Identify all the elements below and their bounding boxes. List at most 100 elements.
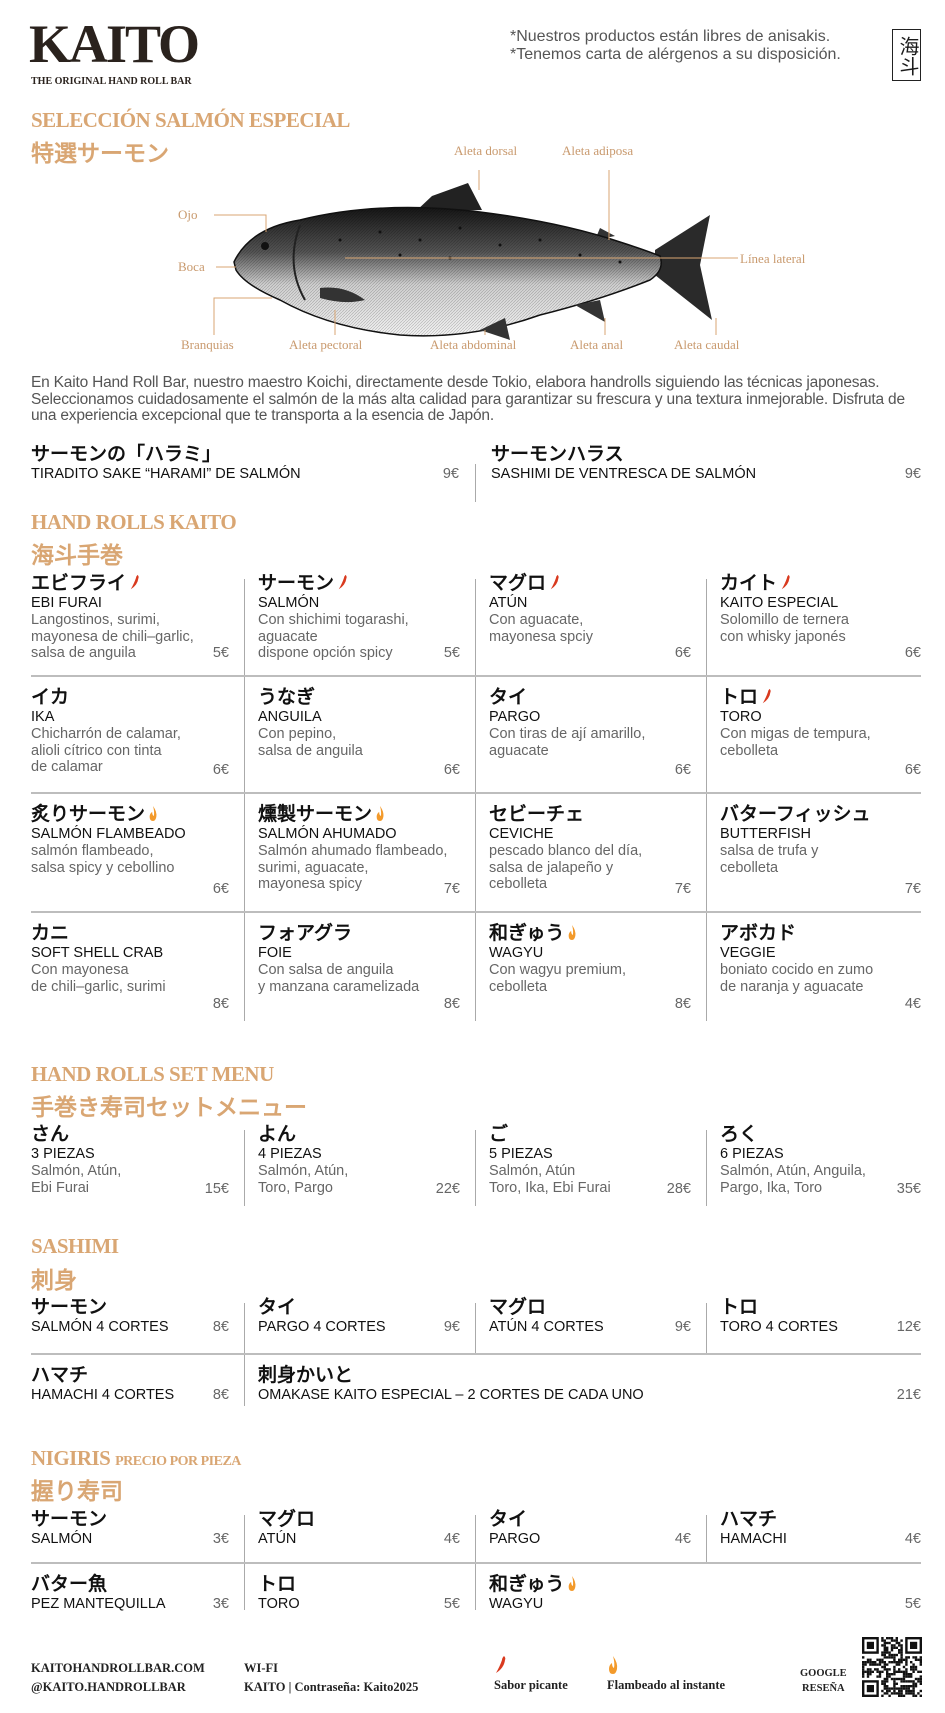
- item-name: EBI FURAI: [31, 595, 102, 611]
- item-jp-text: トロ: [258, 1573, 297, 1595]
- item-name: CEVICHE: [489, 826, 554, 842]
- item-jp-text: よん: [258, 1123, 297, 1145]
- section-title-nigiris-jp: 握り寿司: [31, 1478, 123, 1505]
- section-title-hand-rolls-jp: 海斗手巻: [31, 542, 123, 569]
- item-description: salsa de trufa y: [720, 843, 819, 859]
- item-jp: カニ: [31, 921, 229, 945]
- item-jp-text: ろく: [720, 1123, 759, 1145]
- item-jp: 刺身かいと: [258, 1363, 921, 1387]
- item-price: 22€: [435, 1181, 460, 1197]
- menu-item: うなぎ ANGUILA Con pepino, salsa de anguila 6€: [258, 685, 460, 779]
- item-price: 12€: [896, 1319, 921, 1335]
- item-price: 9€: [904, 466, 921, 482]
- menu-item: タイ PARGO 4 CORTES 9€: [258, 1295, 460, 1340]
- column-divider: [475, 579, 476, 676]
- item-description: cebolleta: [489, 876, 548, 892]
- website-link[interactable]: KAITOHANDROLLBAR.COM: [31, 1661, 205, 1675]
- item-description: salsa spicy y cebollino: [31, 859, 175, 876]
- item-jp: マグロ: [258, 1507, 460, 1531]
- menu-item: イカ IKA Chicharrón de calamar, alioli cítric…: [31, 685, 229, 779]
- menu-item: アボカド VEGGIE boniato cocido en zumo de naran…: [720, 921, 921, 1013]
- column-divider: [475, 1130, 476, 1206]
- column-divider: [706, 677, 707, 793]
- row-divider: [31, 1353, 921, 1355]
- item-description: Con salsa de anguila: [258, 962, 394, 978]
- item-jp-text: マグロ: [258, 1508, 316, 1530]
- review-label: RESEÑA: [802, 1683, 845, 1694]
- item-description: Salmón, Atún, Anguila,: [720, 1163, 866, 1179]
- menu-item: セビーチェ CEVICHE pescado blanco del día, salsa…: [489, 802, 691, 898]
- item-jp-text: カイト: [720, 572, 778, 594]
- item-price: 7€: [674, 881, 691, 897]
- item-jp-text: エビフライ: [31, 572, 127, 594]
- item-price: 9€: [443, 1319, 460, 1335]
- footer-contact: KAITOHANDROLLBAR.COM @KAITO.HANDROLLBAR: [31, 1659, 205, 1697]
- menu-item: バター魚 PEZ MANTEQUILLA 3€: [31, 1572, 229, 1613]
- menu-item: カイト KAITO ESPECIAL Solomillo de ternera con…: [720, 571, 921, 662]
- item-description: Con shichimi togarashi,: [258, 612, 409, 628]
- column-divider: [244, 913, 245, 1021]
- chili-icon: [762, 688, 771, 704]
- menu-item: サーモン SALMÓN 3€: [31, 1507, 229, 1549]
- item-name: SALMÓN 4 CORTES: [31, 1319, 169, 1335]
- item-description: Toro, Pargo: [258, 1179, 333, 1196]
- column-divider: [475, 913, 476, 1021]
- menu-item: バターフィッシュ BUTTERFISH salsa de trufa y ceboll…: [720, 802, 921, 898]
- qr-code[interactable]: [862, 1637, 922, 1697]
- row-divider: [31, 792, 921, 794]
- row-divider: [31, 675, 921, 677]
- item-name: TORO: [258, 1596, 300, 1612]
- instagram-link[interactable]: @KAITO.HANDROLLBAR: [31, 1680, 186, 1694]
- item-description: Salmón, Atún,: [258, 1163, 349, 1179]
- item-description: aguacate: [258, 628, 318, 645]
- seal-logo: 海斗: [892, 29, 921, 81]
- item-description: mayonesa spciy: [489, 628, 593, 645]
- menu-item: マグロ ATÚN Con aguacate, mayonesa spciy 6€: [489, 571, 691, 662]
- item-jp: 燻製サーモン: [258, 802, 460, 826]
- item-jp-text: 燻製サーモン: [258, 803, 373, 825]
- item-price: 6€: [904, 762, 921, 778]
- item-price: 5€: [212, 645, 229, 661]
- item-name: PARGO: [489, 1531, 541, 1547]
- item-jp-text: トロ: [720, 1296, 759, 1318]
- wifi-value: KAITO | Contraseña: Kaito2025: [244, 1680, 419, 1694]
- item-jp: エビフライ: [31, 571, 229, 595]
- menu-item: 炙りサーモン SALMÓN FLAMBEADO salmón flambeado, s…: [31, 802, 229, 898]
- item-price: 35€: [896, 1181, 921, 1197]
- section-title-hand-rolls: HAND ROLLS KAITO: [31, 510, 237, 534]
- row-divider: [31, 1562, 921, 1564]
- item-jp: トロ: [720, 1295, 921, 1319]
- item-jp: バターフィッシュ: [720, 802, 921, 826]
- menu-item: カニ SOFT SHELL CRAB Con mayonesa de chili–ga…: [31, 921, 229, 1013]
- item-description: Con tiras de ají amarillo,: [489, 726, 646, 742]
- item-description: Solomillo de ternera: [720, 612, 849, 628]
- item-name: TORO 4 CORTES: [720, 1319, 838, 1335]
- item-price: 6€: [904, 645, 921, 661]
- item-name: SOFT SHELL CRAB: [31, 945, 164, 961]
- flame-icon: [376, 806, 384, 821]
- item-price: 8€: [212, 1387, 229, 1403]
- item-name: PARGO: [489, 709, 541, 725]
- menu-item-harami: サーモンの「ハラミ」 TIRADITO SAKE “HARAMI” DE SAL…: [31, 442, 459, 483]
- item-description: Salmón, Atún,: [31, 1163, 122, 1179]
- item-jp-text: セビーチェ: [489, 803, 585, 825]
- item-price: 8€: [443, 996, 460, 1012]
- item-name: 3 PIEZAS: [31, 1146, 95, 1162]
- column-divider: [244, 794, 245, 912]
- item-jp-text: ご: [489, 1123, 509, 1145]
- item-price: 8€: [212, 1319, 229, 1335]
- label-ojo: Ojo: [178, 207, 198, 222]
- item-description: cebolleta: [720, 859, 779, 876]
- flame-icon: [569, 925, 576, 940]
- menu-item: ろく 6 PIEZAS Salmón, Atún, Anguila, Pargo, I…: [720, 1122, 921, 1198]
- item-jp: サーモン: [31, 1507, 229, 1531]
- item-jp-text: タイ: [489, 1508, 528, 1530]
- legend-spicy-label: Sabor picante: [494, 1678, 568, 1692]
- item-jp: ご: [489, 1122, 691, 1146]
- label-aleta-caudal: Aleta caudal: [674, 337, 740, 352]
- column-divider: [244, 1130, 245, 1206]
- menu-item: フォアグラ FOIE Con salsa de anguila y manzana c…: [258, 921, 460, 1013]
- menu-item: トロ TORO 5€: [258, 1572, 460, 1613]
- item-description: Con pepino,: [258, 726, 337, 742]
- item-name: WAGYU: [489, 945, 544, 961]
